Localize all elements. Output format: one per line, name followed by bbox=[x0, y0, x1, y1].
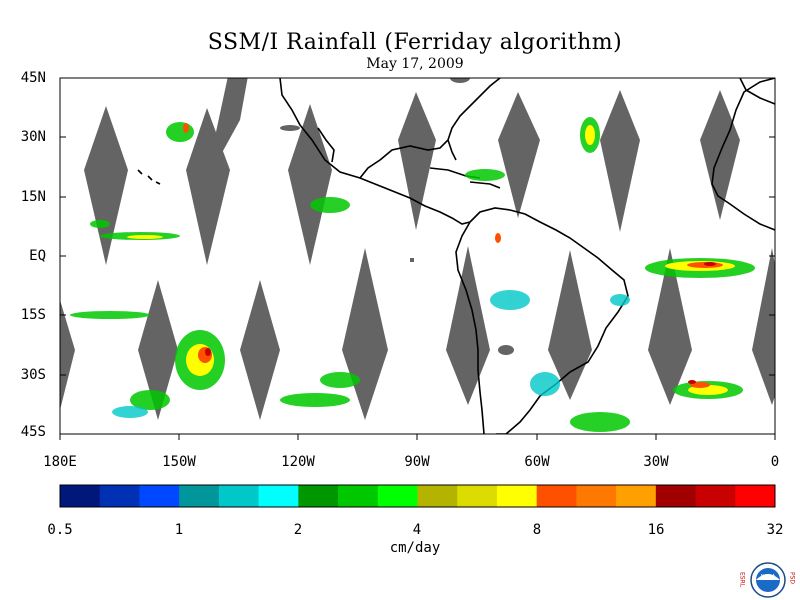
logo-right-letters-text: PSD bbox=[789, 572, 796, 584]
lat-label-30n: 30N bbox=[20, 129, 46, 145]
colorbar-tick-0-5: 0.5 bbox=[47, 522, 73, 538]
logo-noaa-text: NOAA bbox=[761, 574, 776, 580]
lon-label-60w: 60W bbox=[524, 454, 550, 470]
colorbar-swatch bbox=[695, 485, 736, 507]
lat-label-45s: 45S bbox=[20, 424, 46, 440]
islands bbox=[280, 78, 514, 355]
colorbar-swatch bbox=[735, 485, 776, 507]
colorbar-swatch bbox=[258, 485, 299, 507]
lat-ticks bbox=[60, 77, 775, 435]
colorbar-tick-4: 4 bbox=[412, 522, 422, 538]
lon-label-90w: 90W bbox=[404, 454, 430, 470]
lat-label-eq: EQ bbox=[29, 248, 46, 264]
colorbar-swatch bbox=[655, 485, 697, 507]
colorbar bbox=[59, 484, 776, 508]
lon-label-30w: 30W bbox=[643, 454, 669, 470]
lat-label-15n: 15N bbox=[20, 189, 46, 205]
colorbar-swatch bbox=[298, 485, 339, 507]
lon-label-180e: 180E bbox=[43, 454, 77, 470]
colorbar-swatch bbox=[179, 485, 220, 507]
map-date: May 17, 2009 bbox=[366, 56, 464, 72]
colorbar-units: cm/day bbox=[389, 540, 441, 556]
colorbar-tick-2: 2 bbox=[293, 522, 303, 538]
colorbar-swatch bbox=[60, 485, 101, 507]
colorbar-swatch bbox=[338, 485, 379, 507]
colorbar-swatch bbox=[536, 485, 577, 507]
map-title: SSM/I Rainfall (Ferriday algorithm) bbox=[207, 30, 623, 55]
lon-label-0: 0 bbox=[770, 454, 780, 470]
logo-left-letters-text: ESRL bbox=[739, 572, 746, 588]
lat-label-45n: 45N bbox=[20, 70, 46, 86]
noaa-esrl-psd-logo: NOAA ESRL PSD bbox=[739, 562, 796, 598]
colorbar-tick-1: 1 bbox=[174, 522, 184, 538]
colorbar-swatch bbox=[218, 485, 260, 507]
colorbar-swatch bbox=[139, 485, 180, 507]
colorbar-swatch bbox=[496, 485, 538, 507]
lat-label-30s: 30S bbox=[20, 367, 46, 383]
lon-label-150w: 150W bbox=[162, 454, 196, 470]
lat-label-15s: 15S bbox=[20, 307, 46, 323]
lon-label-120w: 120W bbox=[281, 454, 315, 470]
lon-ticks bbox=[59, 434, 776, 440]
colorbar-swatch bbox=[616, 485, 657, 507]
colorbar-swatch bbox=[99, 485, 140, 507]
colorbar-tick-32: 32 bbox=[766, 522, 784, 538]
colorbar-tick-8: 8 bbox=[532, 522, 542, 538]
colorbar-swatch bbox=[457, 485, 498, 507]
colorbar-swatch bbox=[377, 485, 418, 507]
colorbar-swatch bbox=[417, 485, 458, 507]
colorbar-frame bbox=[59, 484, 776, 508]
colorbar-swatch bbox=[576, 485, 617, 507]
colorbar-tick-16: 16 bbox=[647, 522, 665, 538]
rain-areas bbox=[70, 117, 755, 432]
